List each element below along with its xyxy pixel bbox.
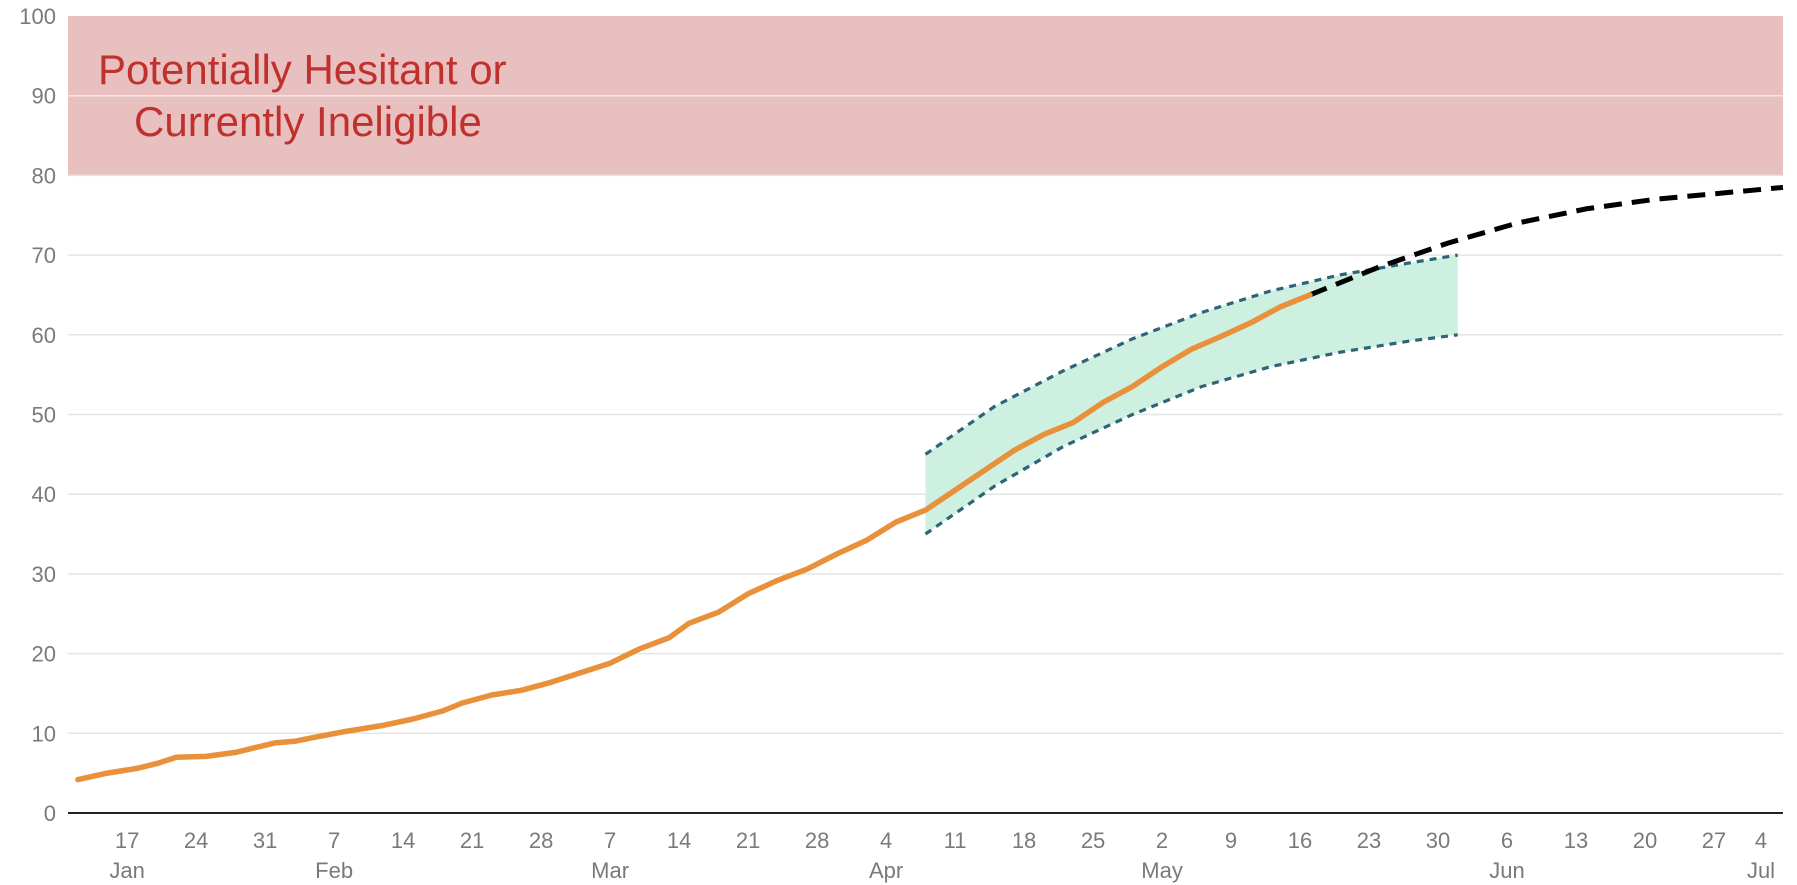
x-tick-month-label: Mar [591,858,629,883]
y-tick-label: 10 [32,721,56,746]
x-tick-day-label: 21 [736,828,760,853]
y-tick-label: 80 [32,163,56,188]
x-tick-day-label: 6 [1501,828,1513,853]
series-group [75,184,1784,783]
x-tick-day-label: 21 [460,828,484,853]
x-tick-day-label: 11 [944,828,967,853]
y-tick-label: 60 [32,323,56,348]
x-tick-day-label: 28 [805,828,829,853]
x-tick-day-label: 4 [880,828,892,853]
y-tick-label: 0 [44,801,56,826]
x-tick-month-label: Apr [869,858,903,883]
confidence-band [925,255,1458,534]
lower-bound-line [924,333,1458,536]
x-tick-day-label: 13 [1564,828,1588,853]
x-tick-day-label: 7 [328,828,340,853]
x-tick-day-label: 23 [1357,828,1381,853]
x-tick-day-label: 2 [1156,828,1168,853]
x-tick-day-label: 9 [1225,828,1237,853]
y-tick-labels-group: 0 10 20 30 40 50 60 70 80 90 100 [19,4,56,826]
y-tick-label: 70 [32,243,56,268]
zone-label-group: Potentially Hesitant or Currently Ineligi… [98,46,507,145]
y-tick-label: 50 [32,403,56,428]
x-tick-day-label: 18 [1012,828,1036,853]
x-tick-day-label: 14 [667,828,691,853]
x-tick-month-label: Jun [1489,858,1524,883]
x-tick-day-label: 16 [1288,828,1312,853]
projection-line [1308,184,1784,298]
x-tick-day-label: 20 [1633,828,1657,853]
x-tick-day-label: 14 [391,828,415,853]
y-tick-label: 90 [32,84,56,109]
y-tick-label: 100 [19,4,56,29]
x-tick-day-label: 31 [253,828,277,853]
x-tick-day-label: 28 [529,828,553,853]
zone-label-line: Currently Ineligible [134,98,482,145]
gridlines-group [68,94,1783,735]
y-tick-label: 20 [32,642,56,667]
x-tick-day-label: 30 [1426,828,1450,853]
x-tick-day-label: 27 [1702,828,1726,853]
x-tick-month-label: May [1141,858,1183,883]
x-tick-day-label: 25 [1081,828,1105,853]
y-tick-label: 40 [32,482,56,507]
x-tick-month-label: Jan [109,858,144,883]
upper-bound-line [924,253,1458,456]
zone-label-line: Potentially Hesitant or [98,46,507,93]
actual-line [75,292,1313,783]
confidence-band-group [925,255,1458,534]
x-tick-day-label: 4 [1755,828,1767,853]
x-tick-day-label: 24 [184,828,208,853]
x-tick-month-label: Feb [315,858,353,883]
x-tick-month-label: Jul [1747,858,1775,883]
x-tick-day-label: 7 [604,828,616,853]
y-tick-label: 30 [32,562,56,587]
x-tick-day-label: 17 [115,828,139,853]
